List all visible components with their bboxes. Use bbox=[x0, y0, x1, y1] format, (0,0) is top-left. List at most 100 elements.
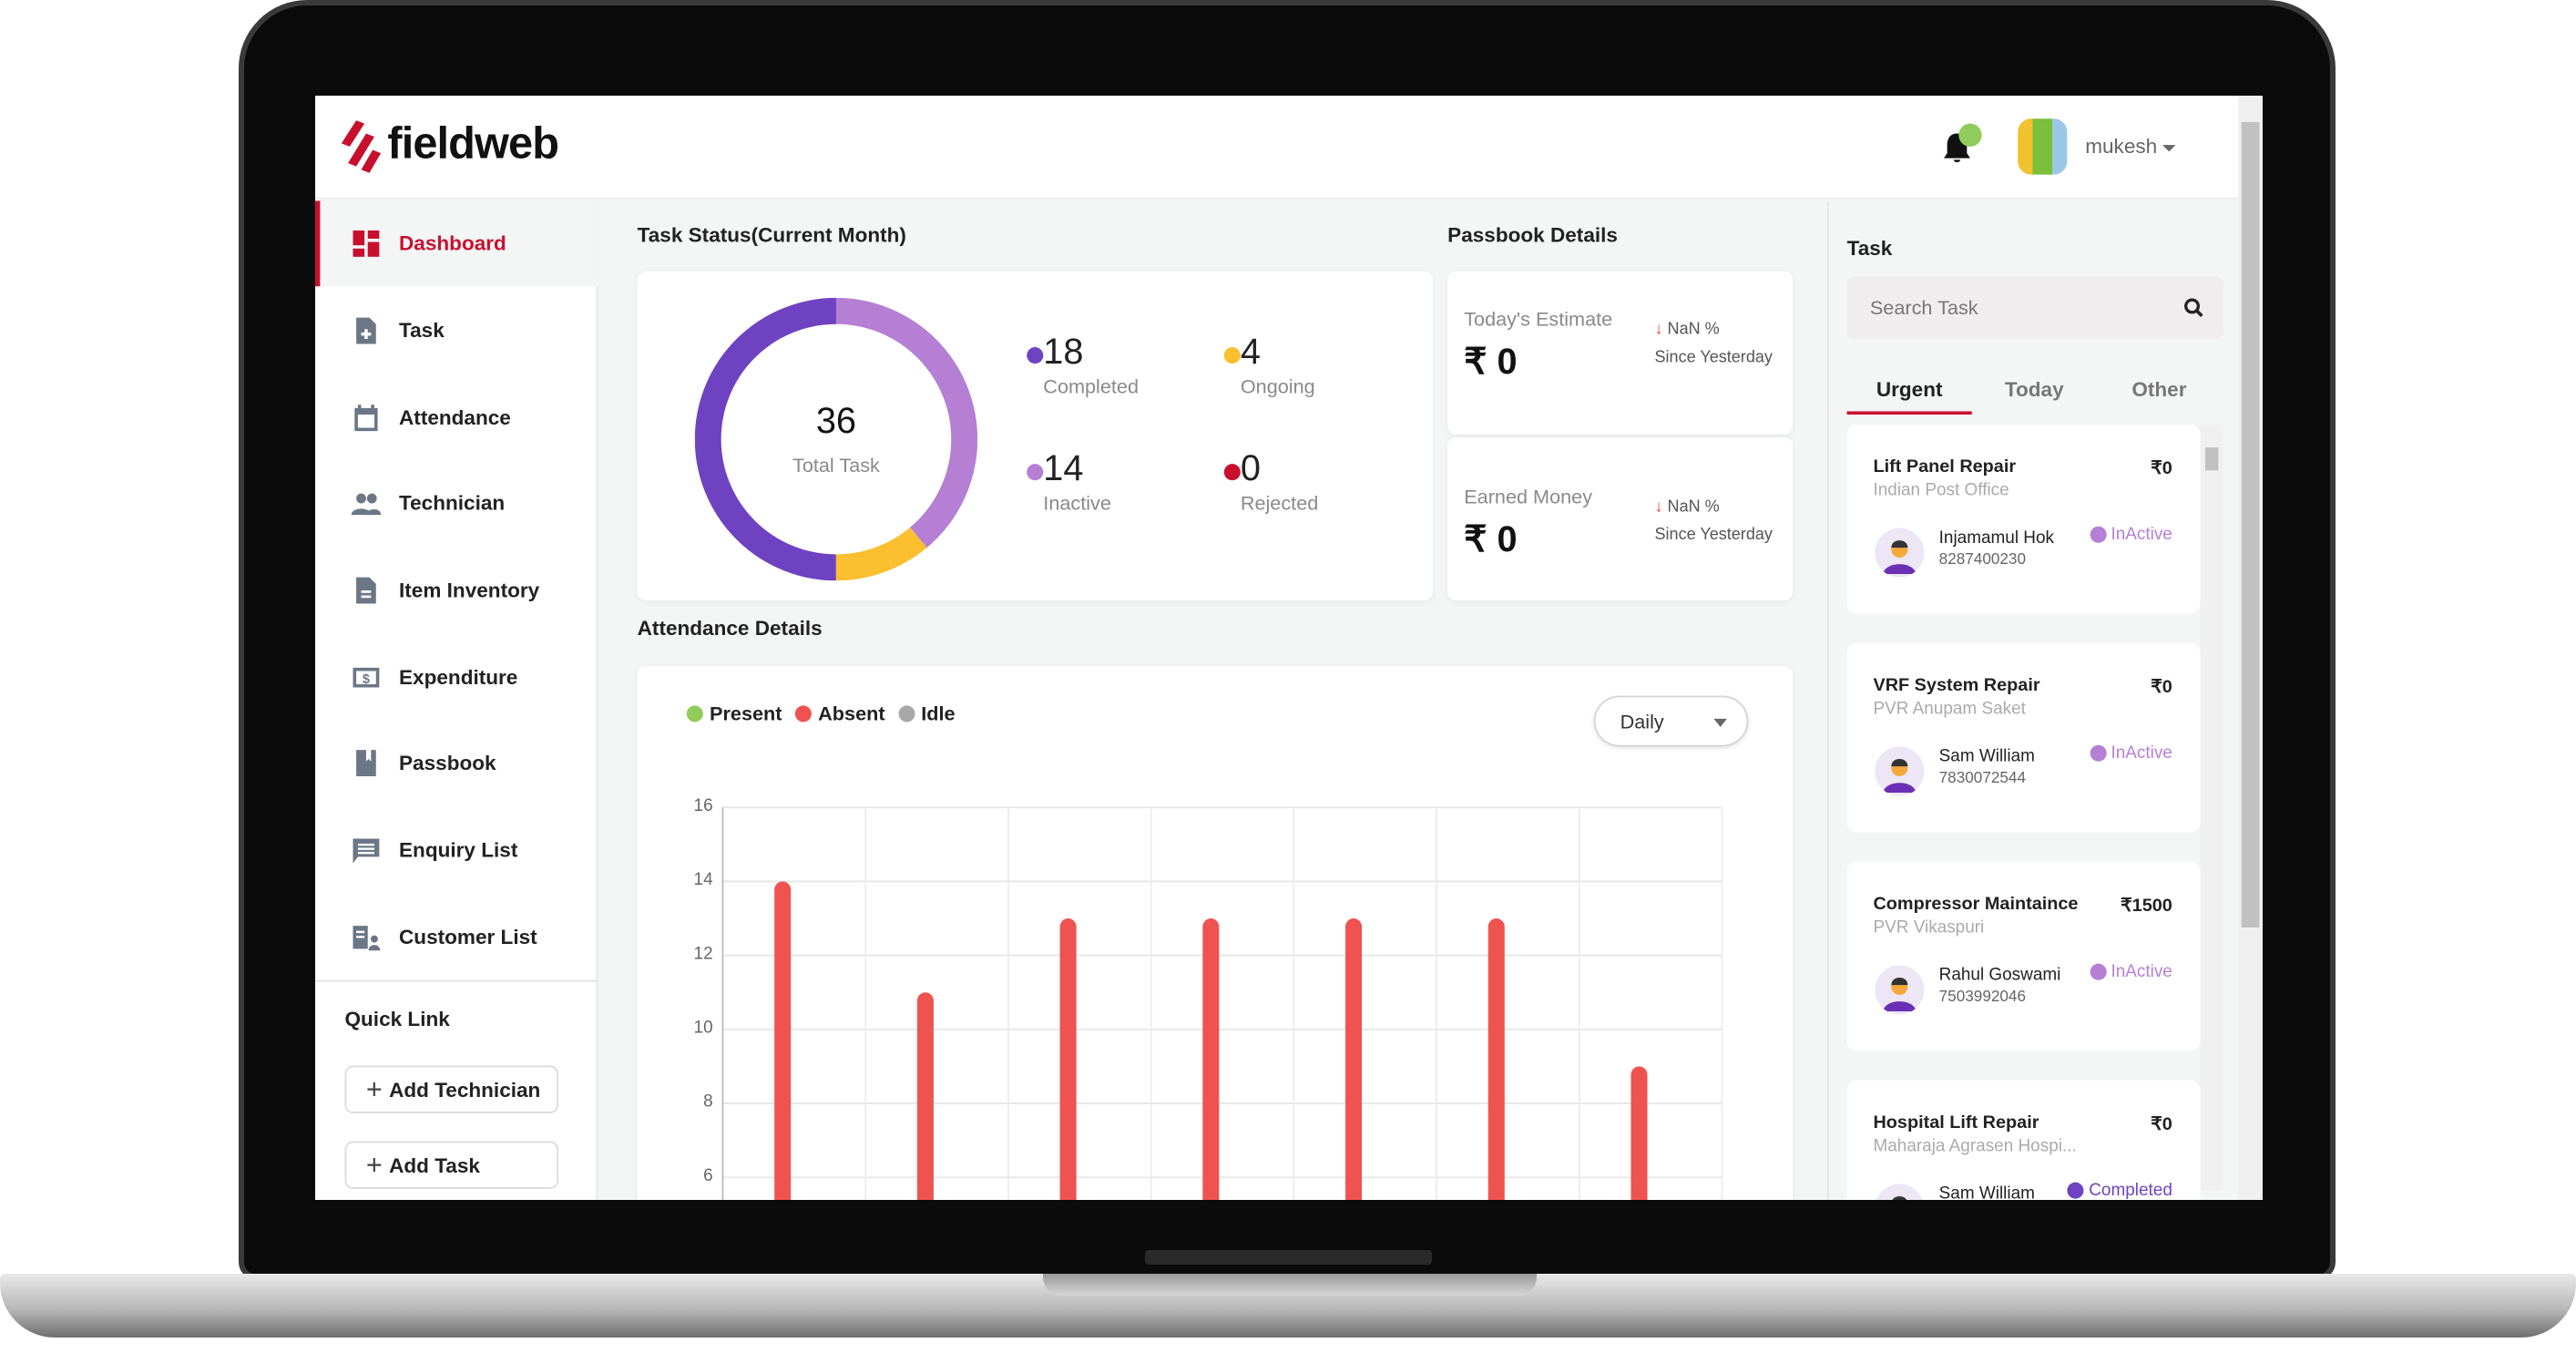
screen: fieldweb mukesh Dashboard Task Attendanc… bbox=[315, 96, 2263, 1200]
task-location: PVR Anupam Saket bbox=[1873, 699, 2026, 719]
chat-icon bbox=[353, 838, 380, 864]
stat-value-completed: 18 bbox=[1043, 331, 1084, 373]
user-name[interactable]: mukesh bbox=[2085, 135, 2158, 159]
legend-item-absent[interactable]: Absent bbox=[794, 702, 885, 725]
task-donut-chart bbox=[694, 297, 978, 581]
sidebar-item-customer-list[interactable]: Customer List bbox=[315, 895, 598, 980]
legend-label: Idle bbox=[921, 702, 956, 726]
task-status-badge: Completed bbox=[2067, 1181, 2172, 1200]
person-icon bbox=[1883, 759, 1917, 794]
fieldweb-logo-icon[interactable] bbox=[336, 117, 385, 176]
task-status-badge: InActive bbox=[2089, 525, 2172, 545]
attendance-bar-chart bbox=[721, 806, 1723, 1200]
person-icon bbox=[1883, 978, 1917, 1011]
tab-today[interactable]: Today bbox=[2004, 378, 2064, 402]
stat-dot-inactive bbox=[1027, 464, 1044, 481]
period-select[interactable]: Daily bbox=[1593, 695, 1749, 747]
technician-phone: 7830072544 bbox=[1938, 769, 2026, 788]
bar-absent-3[interactable] bbox=[1059, 918, 1077, 1200]
stat-label-inactive: Inactive bbox=[1043, 491, 1111, 516]
legend-dot-icon bbox=[897, 705, 915, 723]
legend-item-idle[interactable]: Idle bbox=[897, 702, 956, 726]
stat-dot-ongoing bbox=[1223, 347, 1241, 364]
task-card[interactable]: VRF System Repair ₹0 PVR Anupam Saket Sam W… bbox=[1846, 642, 2201, 833]
sidebar-item-passbook[interactable]: Passbook bbox=[315, 721, 598, 806]
earned-value: ₹ 0 bbox=[1464, 518, 1518, 559]
task-card[interactable]: Lift Panel Repair ₹0 Indian Post Office Inj… bbox=[1846, 424, 2201, 614]
stat-value-rejected: 0 bbox=[1240, 447, 1261, 489]
page-scrollbar[interactable] bbox=[2238, 96, 2263, 1200]
task-price: ₹1500 bbox=[2121, 896, 2172, 917]
technician-name: Rahul Goswami bbox=[1938, 965, 2061, 986]
attendance-title: Attendance Details bbox=[637, 616, 823, 641]
technician-phone: 8287400230 bbox=[1938, 550, 2026, 569]
y-tick-label: 10 bbox=[693, 1018, 713, 1038]
dashboard-icon bbox=[353, 230, 380, 257]
task-card[interactable]: Hospital Lift Repair ₹0 Maharaja Agrasen H… bbox=[1846, 1080, 2201, 1200]
bar-absent-5[interactable] bbox=[1345, 918, 1363, 1200]
sidebar-item-enquiry-list[interactable]: Enquiry List bbox=[315, 807, 598, 893]
bar-absent-2[interactable] bbox=[916, 992, 934, 1200]
add-task-button[interactable]: + Add Task bbox=[344, 1141, 559, 1189]
laptop-notch bbox=[1043, 1274, 1537, 1296]
task-list: Lift Panel Repair ₹0 Indian Post Office Inj… bbox=[1829, 424, 2223, 1200]
sidebar-item-expenditure[interactable]: $ Expenditure bbox=[315, 635, 598, 721]
attendance-card: Present Absent Idle Daily 16 14 12 10 8 6 bbox=[637, 666, 1794, 1200]
app: fieldweb mukesh Dashboard Task Attendanc… bbox=[315, 96, 2263, 1200]
earned-label: Earned Money bbox=[1464, 485, 1593, 508]
bar-absent-7[interactable] bbox=[1630, 1066, 1648, 1200]
technician-avatar bbox=[1875, 528, 1925, 578]
bar-absent-4[interactable] bbox=[1202, 918, 1220, 1200]
task-title: Hospital Lift Repair bbox=[1873, 1112, 2039, 1133]
task-card[interactable]: Compressor Maintaince ₹1500 PVR Vikaspuri R… bbox=[1846, 861, 2201, 1051]
brand-name[interactable]: fieldweb bbox=[387, 118, 559, 169]
passbook-earned-card: Earned Money ₹ 0 ↓ NaN % Since Yesterday bbox=[1447, 437, 1794, 600]
sidebar-divider bbox=[315, 979, 598, 982]
estimate-label: Today's Estimate bbox=[1464, 307, 1613, 332]
technician-avatar bbox=[1875, 965, 1925, 1015]
total-task-value: 36 bbox=[815, 399, 857, 441]
task-list-scrollbar-thumb[interactable] bbox=[2204, 447, 2219, 471]
laptop-chin bbox=[1145, 1250, 1432, 1265]
sidebar-item-technician[interactable]: Technician bbox=[315, 461, 598, 547]
technician-name: Sam William bbox=[1938, 1184, 2035, 1200]
status-dot-icon bbox=[2089, 526, 2107, 543]
search-icon[interactable] bbox=[2183, 298, 2203, 318]
technician-avatar bbox=[1875, 746, 1925, 796]
search-task-input[interactable]: Search Task bbox=[1846, 276, 2223, 340]
sidebar-item-task[interactable]: Task bbox=[315, 288, 598, 374]
legend-item-present[interactable]: Present bbox=[686, 702, 782, 725]
stat-label-ongoing: Ongoing bbox=[1240, 374, 1315, 398]
sidebar: Dashboard Task Attendance Technician Ite… bbox=[315, 200, 598, 1200]
stat-label-rejected: Rejected bbox=[1240, 491, 1319, 516]
task-list-scrollbar[interactable] bbox=[2200, 424, 2223, 1191]
sidebar-item-dashboard[interactable]: Dashboard bbox=[315, 200, 598, 287]
quick-link-title: Quick Link bbox=[344, 1008, 450, 1031]
y-tick-label: 12 bbox=[693, 944, 713, 964]
person-icon bbox=[1892, 1195, 1907, 1200]
sidebar-item-attendance[interactable]: Attendance bbox=[315, 375, 598, 461]
donut-segment-completed bbox=[694, 297, 978, 581]
tab-other[interactable]: Other bbox=[2131, 378, 2187, 402]
search-placeholder: Search Task bbox=[1869, 296, 1978, 320]
bar-absent-6[interactable] bbox=[1487, 918, 1505, 1200]
user-avatar[interactable] bbox=[2018, 118, 2068, 175]
earned-since: Since Yesterday bbox=[1654, 526, 1773, 545]
tab-urgent[interactable]: Urgent bbox=[1846, 378, 1972, 415]
plus-icon: + bbox=[365, 1148, 383, 1180]
user-menu-caret-icon[interactable] bbox=[2162, 145, 2176, 152]
task-title: Compressor Maintaince bbox=[1873, 894, 2079, 915]
task-price: ₹0 bbox=[2151, 458, 2172, 479]
page-scrollbar-thumb[interactable] bbox=[2241, 121, 2260, 928]
sidebar-item-item-inventory[interactable]: Item Inventory bbox=[315, 548, 598, 633]
passbook-estimate-card: Today's Estimate ₹ 0 ↓ NaN % Since Yeste… bbox=[1447, 272, 1794, 435]
task-status-badge: InActive bbox=[2089, 962, 2172, 982]
person-icon bbox=[1883, 540, 1917, 575]
task-status-card: 36 Total Task 18 Completed 4 Ongoing 14 Inact… bbox=[637, 272, 1433, 600]
bar-absent-1[interactable] bbox=[774, 881, 792, 1200]
arrow-down-icon: ↓ bbox=[1654, 321, 1663, 340]
estimate-since: Since Yesterday bbox=[1654, 348, 1773, 367]
task-status-title: Task Status(Current Month) bbox=[637, 223, 906, 247]
customer-list-icon bbox=[353, 926, 381, 951]
add-technician-button[interactable]: + Add Technician bbox=[344, 1065, 559, 1113]
